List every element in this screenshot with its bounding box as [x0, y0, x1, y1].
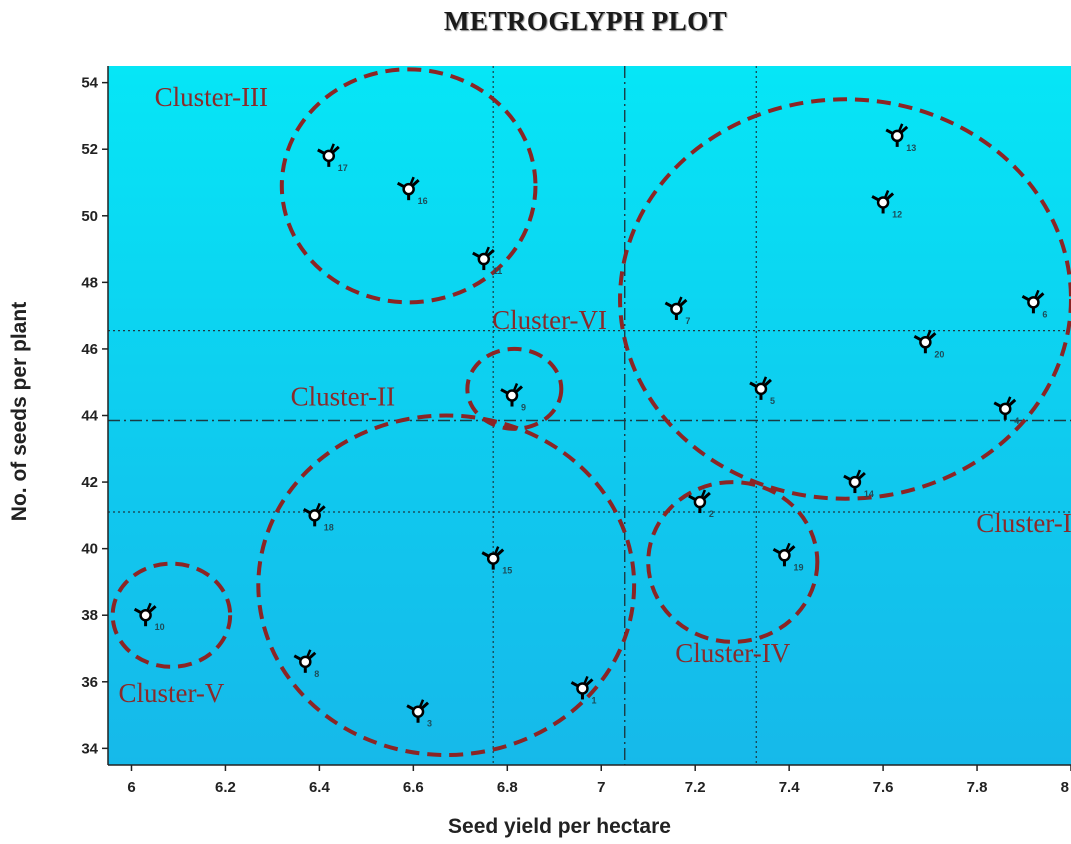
cluster-label-1: Cluster-I	[976, 508, 1071, 538]
point-label-13: 13	[906, 143, 916, 153]
cluster-label-6: Cluster-VI	[492, 305, 607, 335]
point-label-6: 6	[1042, 309, 1047, 319]
x-tick-label: 6.6	[403, 779, 424, 796]
data-point-15	[481, 546, 505, 570]
cluster-ellipse-3	[279, 67, 538, 305]
point-label-4: 4	[1014, 416, 1019, 426]
data-point-6	[1021, 289, 1045, 314]
point-label-14: 14	[864, 489, 874, 499]
data-point-13	[885, 123, 909, 147]
data-point-2	[688, 489, 711, 514]
y-tick-label: 44	[81, 408, 98, 425]
x-tick-label: 7.2	[685, 779, 706, 796]
y-tick-label: 34	[81, 740, 98, 757]
point-label-10: 10	[155, 622, 165, 632]
cluster-ellipse-6	[465, 346, 564, 431]
reference-lines	[108, 66, 1071, 765]
cluster-label-4: Cluster-IV	[675, 638, 790, 668]
x-tick-label: 6.4	[309, 779, 331, 796]
data-point-3	[406, 699, 430, 723]
y-tick-label: 38	[81, 607, 98, 624]
point-label-11: 11	[493, 266, 503, 276]
y-tick-label: 48	[81, 274, 98, 291]
data-point-19	[772, 542, 796, 567]
data-point-11	[472, 246, 495, 271]
point-label-9: 9	[521, 403, 526, 413]
plot-area	[108, 66, 1071, 765]
data-point-5	[749, 376, 772, 400]
data-point-7	[664, 296, 688, 320]
point-label-16: 16	[418, 196, 428, 206]
point-label-8: 8	[314, 669, 319, 679]
data-point-9	[500, 383, 523, 407]
x-tick-label: 8	[1061, 779, 1069, 796]
x-tick-label: 7.8	[967, 779, 988, 796]
data-point-1	[570, 675, 594, 700]
data-point-20	[913, 329, 937, 354]
point-label-3: 3	[427, 719, 432, 729]
clusters: Cluster-I Cluster-II Cluster-III Cluster-IV…	[110, 67, 1071, 758]
x-tick-label: 7	[597, 779, 605, 796]
data-point-10	[133, 602, 157, 627]
chart-title: METROGLYPH PLOT	[443, 6, 728, 36]
y-tick-label: 42	[81, 474, 98, 491]
y-tick-label: 40	[81, 541, 98, 558]
point-label-18: 18	[324, 522, 334, 532]
point-label-17: 17	[338, 163, 348, 173]
cluster-ellipse-5	[110, 561, 233, 669]
y-tick-label: 50	[81, 208, 98, 225]
x-tick-label: 7.4	[779, 779, 801, 796]
point-label-7: 7	[685, 316, 690, 326]
data-point-8	[293, 649, 317, 673]
point-label-20: 20	[934, 349, 944, 359]
cluster-ellipse-2	[256, 413, 637, 758]
cluster-ellipse-1	[618, 97, 1071, 501]
x-tick-label: 6.8	[497, 779, 518, 796]
point-label-12: 12	[892, 209, 902, 219]
x-tick-label: 6.2	[215, 779, 236, 796]
data-point-12	[871, 189, 895, 214]
cluster-label-5: Cluster-V	[118, 678, 224, 708]
y-tick-label: 54	[81, 75, 98, 92]
x-tick-label: 7.6	[873, 779, 894, 796]
data-point-14	[843, 469, 866, 494]
data-point-4	[993, 396, 1017, 420]
cluster-ellipse-4	[646, 480, 820, 644]
cluster-label-3: Cluster-III	[155, 82, 268, 112]
data-point-17	[317, 143, 340, 167]
point-label-2: 2	[709, 509, 714, 519]
data-point-16	[396, 176, 420, 201]
point-label-15: 15	[502, 566, 512, 576]
y-tick-label: 46	[81, 341, 98, 358]
y-tick-label: 52	[81, 141, 98, 158]
y-axis-label: No. of seeds per plant	[8, 302, 31, 521]
axes: 6 6.2 6.4 6.6 6.8 7 7.2 7.4 7.6 7.8 83436384042444…	[81, 66, 1071, 796]
point-label-5: 5	[770, 396, 775, 406]
x-tick-label: 6	[127, 779, 135, 796]
y-tick-label: 36	[81, 674, 98, 691]
x-axis-label: Seed yield per hectare	[448, 815, 671, 838]
data-point-18	[302, 502, 326, 527]
point-label-19: 19	[793, 562, 803, 572]
cluster-label-2: Cluster-II	[291, 382, 395, 412]
point-label-1: 1	[591, 695, 596, 705]
